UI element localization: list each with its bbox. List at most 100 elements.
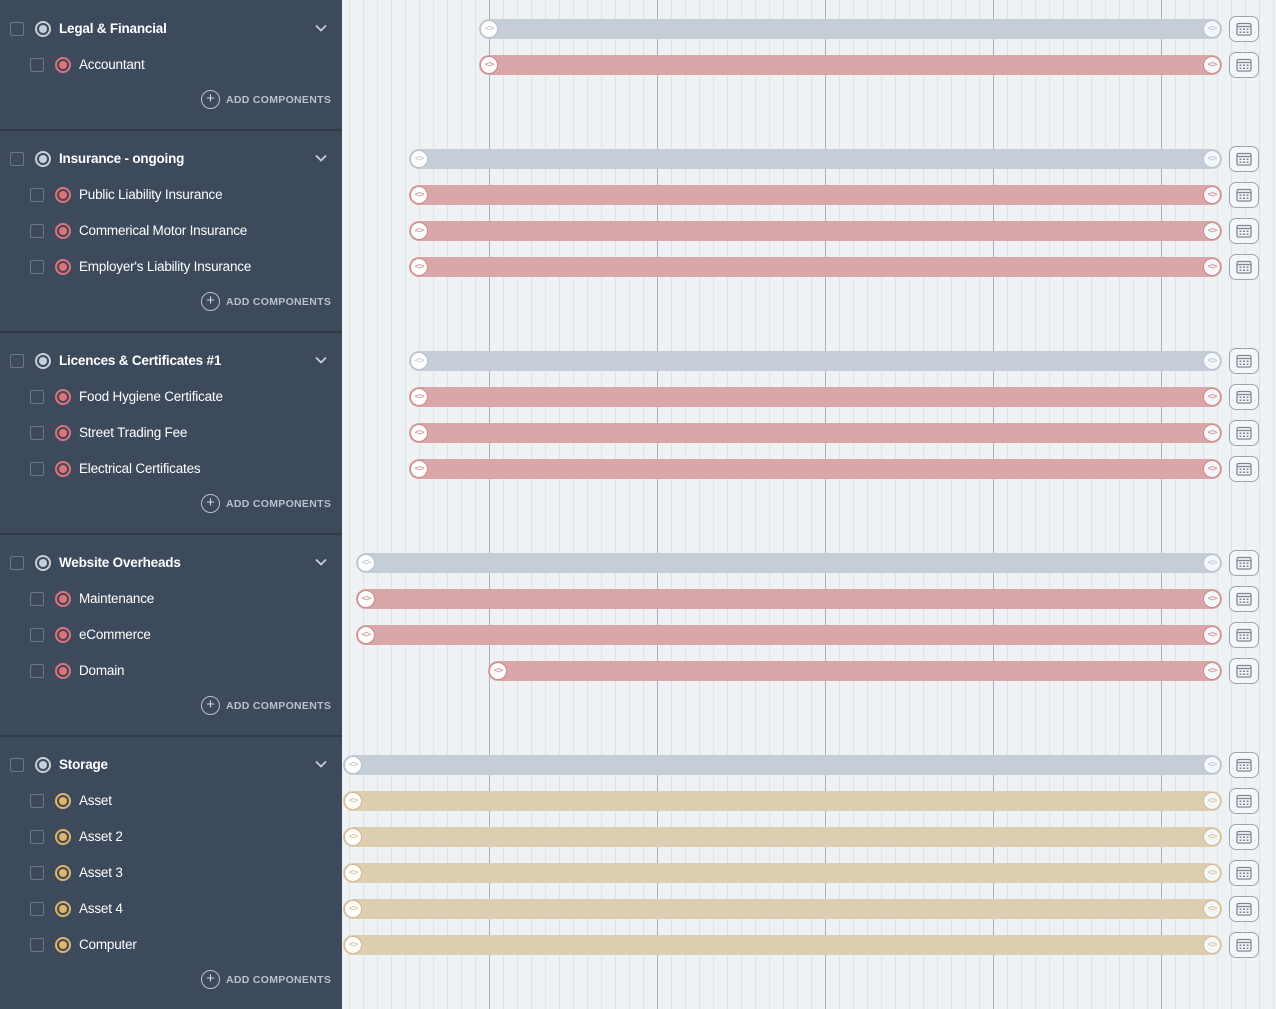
calendar-button[interactable] bbox=[1229, 146, 1259, 172]
group-timeline-bar[interactable]: <> <> bbox=[343, 755, 1222, 775]
group-checkbox[interactable] bbox=[10, 556, 24, 570]
list-item[interactable]: Street Trading Fee bbox=[0, 415, 342, 451]
group-header[interactable]: Website Overheads bbox=[0, 545, 342, 581]
item-checkbox[interactable] bbox=[30, 664, 44, 678]
calendar-button[interactable] bbox=[1229, 824, 1259, 850]
bar-left-handle[interactable]: <> bbox=[410, 424, 428, 442]
bar-left-handle[interactable]: <> bbox=[410, 388, 428, 406]
bar-right-handle[interactable]: <> bbox=[1203, 20, 1221, 38]
calendar-button[interactable] bbox=[1229, 218, 1259, 244]
bar-left-handle[interactable]: <> bbox=[410, 150, 428, 168]
item-timeline-bar[interactable]: <> <> bbox=[356, 625, 1222, 645]
item-timeline-bar[interactable]: <> <> bbox=[409, 459, 1222, 479]
group-header[interactable]: Storage bbox=[0, 747, 342, 783]
item-timeline-bar[interactable]: <> <> bbox=[356, 589, 1222, 609]
group-header[interactable]: Licences & Certificates #1 bbox=[0, 343, 342, 379]
bar-left-handle[interactable]: <> bbox=[357, 590, 375, 608]
item-timeline-bar[interactable]: <> <> bbox=[343, 899, 1222, 919]
list-item[interactable]: Asset 4 bbox=[0, 891, 342, 927]
bar-left-handle[interactable]: <> bbox=[344, 828, 362, 846]
bar-left-handle[interactable]: <> bbox=[410, 258, 428, 276]
calendar-button[interactable] bbox=[1229, 896, 1259, 922]
item-timeline-bar[interactable]: <> <> bbox=[479, 55, 1222, 75]
bar-right-handle[interactable]: <> bbox=[1203, 662, 1221, 680]
list-item[interactable]: Asset 3 bbox=[0, 855, 342, 891]
bar-left-handle[interactable]: <> bbox=[410, 222, 428, 240]
calendar-button[interactable] bbox=[1229, 860, 1259, 886]
chevron-down-icon[interactable] bbox=[314, 151, 330, 167]
bar-left-handle[interactable]: <> bbox=[480, 20, 498, 38]
group-checkbox[interactable] bbox=[10, 354, 24, 368]
item-checkbox[interactable] bbox=[30, 462, 44, 476]
item-checkbox[interactable] bbox=[30, 390, 44, 404]
bar-left-handle[interactable]: <> bbox=[357, 554, 375, 572]
item-timeline-bar[interactable]: <> <> bbox=[488, 661, 1222, 681]
bar-right-handle[interactable]: <> bbox=[1203, 258, 1221, 276]
group-header[interactable]: Insurance - ongoing bbox=[0, 141, 342, 177]
bar-left-handle[interactable]: <> bbox=[489, 662, 507, 680]
calendar-button[interactable] bbox=[1229, 658, 1259, 684]
bar-left-handle[interactable]: <> bbox=[344, 936, 362, 954]
bar-left-handle[interactable]: <> bbox=[344, 792, 362, 810]
bar-right-handle[interactable]: <> bbox=[1203, 626, 1221, 644]
group-checkbox[interactable] bbox=[10, 22, 24, 36]
add-components-button[interactable]: + ADD COMPONENTS bbox=[201, 970, 331, 989]
group-checkbox[interactable] bbox=[10, 758, 24, 772]
list-item[interactable]: Public Liability Insurance bbox=[0, 177, 342, 213]
calendar-button[interactable] bbox=[1229, 752, 1259, 778]
bar-right-handle[interactable]: <> bbox=[1203, 388, 1221, 406]
item-timeline-bar[interactable]: <> <> bbox=[343, 827, 1222, 847]
bar-left-handle[interactable]: <> bbox=[344, 864, 362, 882]
calendar-button[interactable] bbox=[1229, 52, 1259, 78]
list-item[interactable]: Electrical Certificates bbox=[0, 451, 342, 487]
calendar-button[interactable] bbox=[1229, 254, 1259, 280]
bar-left-handle[interactable]: <> bbox=[480, 56, 498, 74]
item-checkbox[interactable] bbox=[30, 902, 44, 916]
item-timeline-bar[interactable]: <> <> bbox=[409, 257, 1222, 277]
calendar-button[interactable] bbox=[1229, 420, 1259, 446]
bar-left-handle[interactable]: <> bbox=[410, 352, 428, 370]
calendar-button[interactable] bbox=[1229, 586, 1259, 612]
item-checkbox[interactable] bbox=[30, 628, 44, 642]
list-item[interactable]: Food Hygiene Certificate bbox=[0, 379, 342, 415]
bar-right-handle[interactable]: <> bbox=[1203, 828, 1221, 846]
list-item[interactable]: eCommerce bbox=[0, 617, 342, 653]
add-components-button[interactable]: + ADD COMPONENTS bbox=[201, 696, 331, 715]
list-item[interactable]: Maintenance bbox=[0, 581, 342, 617]
calendar-button[interactable] bbox=[1229, 182, 1259, 208]
bar-right-handle[interactable]: <> bbox=[1203, 150, 1221, 168]
item-timeline-bar[interactable]: <> <> bbox=[343, 863, 1222, 883]
item-checkbox[interactable] bbox=[30, 426, 44, 440]
bar-right-handle[interactable]: <> bbox=[1203, 900, 1221, 918]
calendar-button[interactable] bbox=[1229, 932, 1259, 958]
bar-right-handle[interactable]: <> bbox=[1203, 864, 1221, 882]
item-checkbox[interactable] bbox=[30, 592, 44, 606]
calendar-button[interactable] bbox=[1229, 384, 1259, 410]
group-timeline-bar[interactable]: <> <> bbox=[409, 149, 1222, 169]
bar-right-handle[interactable]: <> bbox=[1203, 590, 1221, 608]
list-item[interactable]: Computer bbox=[0, 927, 342, 963]
calendar-button[interactable] bbox=[1229, 550, 1259, 576]
item-checkbox[interactable] bbox=[30, 224, 44, 238]
group-timeline-bar[interactable]: <> <> bbox=[356, 553, 1222, 573]
list-item[interactable]: Accountant bbox=[0, 47, 342, 83]
calendar-button[interactable] bbox=[1229, 16, 1259, 42]
group-timeline-bar[interactable]: <> <> bbox=[479, 19, 1222, 39]
list-item[interactable]: Employer's Liability Insurance bbox=[0, 249, 342, 285]
bar-right-handle[interactable]: <> bbox=[1203, 460, 1221, 478]
bar-right-handle[interactable]: <> bbox=[1203, 56, 1221, 74]
bar-left-handle[interactable]: <> bbox=[410, 186, 428, 204]
list-item[interactable]: Domain bbox=[0, 653, 342, 689]
item-timeline-bar[interactable]: <> <> bbox=[343, 935, 1222, 955]
item-timeline-bar[interactable]: <> <> bbox=[343, 791, 1222, 811]
chevron-down-icon[interactable] bbox=[314, 21, 330, 37]
item-checkbox[interactable] bbox=[30, 938, 44, 952]
bar-right-handle[interactable]: <> bbox=[1203, 222, 1221, 240]
bar-left-handle[interactable]: <> bbox=[344, 756, 362, 774]
bar-right-handle[interactable]: <> bbox=[1203, 792, 1221, 810]
bar-right-handle[interactable]: <> bbox=[1203, 936, 1221, 954]
bar-right-handle[interactable]: <> bbox=[1203, 424, 1221, 442]
item-checkbox[interactable] bbox=[30, 794, 44, 808]
calendar-button[interactable] bbox=[1229, 622, 1259, 648]
group-header[interactable]: Legal & Financial bbox=[0, 11, 342, 47]
